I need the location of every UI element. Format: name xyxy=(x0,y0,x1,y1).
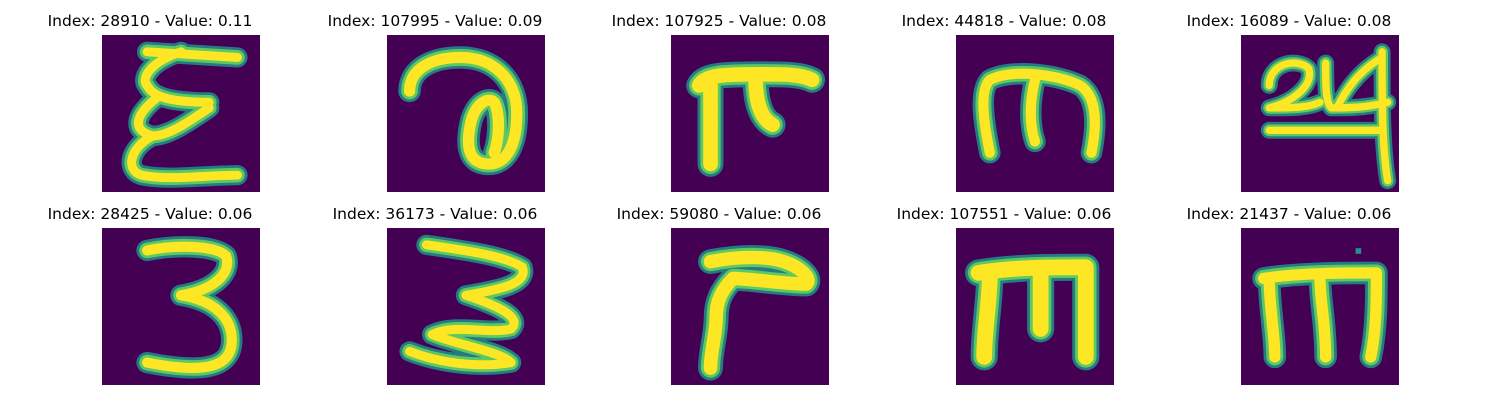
image-panel: Index: 59080 - Value: 0.06 xyxy=(569,193,869,385)
digit-image xyxy=(956,228,1114,385)
panel-title: Index: 107551 - Value: 0.06 xyxy=(896,205,1112,223)
digit-image xyxy=(671,228,829,385)
image-panel: Index: 107925 - Value: 0.08 xyxy=(569,0,869,192)
panel-title: Index: 36173 - Value: 0.06 xyxy=(332,205,538,223)
panel-title: Index: 44818 - Value: 0.08 xyxy=(901,12,1107,30)
image-panel: Index: 107551 - Value: 0.06 xyxy=(854,193,1154,385)
image-panel: Index: 16089 - Value: 0.08 xyxy=(1139,0,1439,192)
digit-image xyxy=(1241,35,1399,192)
image-panel: Index: 44818 - Value: 0.08 xyxy=(854,0,1154,192)
digit-image xyxy=(102,35,260,192)
panel-title: Index: 107995 - Value: 0.09 xyxy=(327,12,543,30)
digit-image xyxy=(387,35,545,192)
panel-title: Index: 21437 - Value: 0.06 xyxy=(1186,205,1392,223)
digit-image xyxy=(102,228,260,385)
digit-image xyxy=(1241,228,1399,385)
digit-image xyxy=(671,35,829,192)
panel-title: Index: 28910 - Value: 0.11 xyxy=(47,12,253,30)
panel-title: Index: 59080 - Value: 0.06 xyxy=(616,205,822,223)
digit-image xyxy=(956,35,1114,192)
image-panel: Index: 36173 - Value: 0.06 xyxy=(285,193,585,385)
panel-title: Index: 16089 - Value: 0.08 xyxy=(1186,12,1392,30)
panel-title: Index: 28425 - Value: 0.06 xyxy=(47,205,253,223)
image-panel: Index: 28910 - Value: 0.11 xyxy=(0,0,300,192)
image-panel: Index: 107995 - Value: 0.09 xyxy=(285,0,585,192)
image-panel: Index: 28425 - Value: 0.06 xyxy=(0,193,300,385)
panel-title: Index: 107925 - Value: 0.08 xyxy=(611,12,827,30)
digit-image xyxy=(387,228,545,385)
image-panel: Index: 21437 - Value: 0.06 xyxy=(1139,193,1439,385)
